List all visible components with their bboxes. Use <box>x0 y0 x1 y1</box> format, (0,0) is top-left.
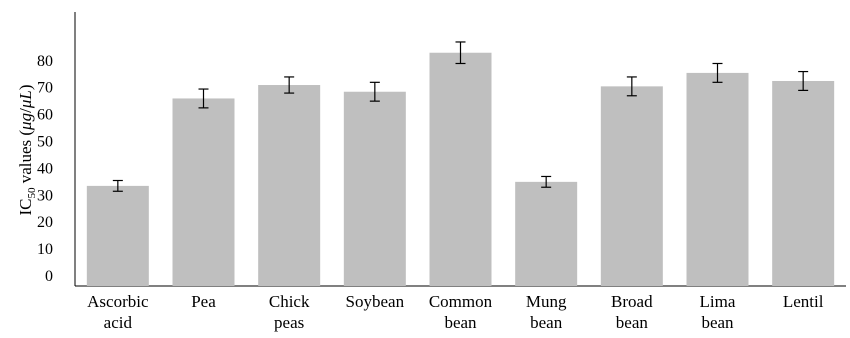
x-tick-label: Soybean <box>346 292 405 311</box>
bar <box>686 72 749 286</box>
bar <box>86 185 149 286</box>
error-bar <box>712 62 723 83</box>
error-bar <box>798 70 809 91</box>
error-bar <box>626 76 637 97</box>
y-axis-title-unit-mass: μg <box>16 113 35 131</box>
y-tick-label: 70 <box>37 80 53 97</box>
y-tick-label: 10 <box>37 241 53 258</box>
y-tick-label: 40 <box>37 160 53 177</box>
y-tick-label: 50 <box>37 134 53 151</box>
bars <box>86 52 835 287</box>
y-tick-label: 80 <box>37 53 53 70</box>
y-tick-label: 60 <box>37 107 53 124</box>
y-tick-label: 20 <box>37 214 53 231</box>
y-axis-title-close: ) <box>16 84 35 90</box>
error-bars <box>112 41 809 192</box>
x-tick-label: Ascorbic acid <box>87 292 149 332</box>
error-bar <box>284 76 295 94</box>
x-tick-label: Chick peas <box>269 292 310 332</box>
x-tick-label: Lima bean <box>700 292 736 332</box>
y-tick-label: 30 <box>37 187 53 204</box>
bar <box>600 86 663 286</box>
error-bar <box>455 41 466 65</box>
error-bar <box>198 88 209 109</box>
x-tick-label: Mung bean <box>526 292 567 332</box>
y-axis-title-unit-volume: μL <box>16 90 35 109</box>
bar <box>772 80 835 286</box>
bar <box>343 91 406 286</box>
x-tick-labels: Ascorbic acid Pea Chick peas Soybean Common bea… <box>87 292 824 332</box>
x-tick-label: Pea <box>191 292 216 311</box>
y-axis-title-text: values ( <box>16 130 35 188</box>
y-axis-title-slash: / <box>16 108 35 113</box>
bar <box>258 85 321 286</box>
x-tick-label: Broad bean <box>611 292 653 332</box>
error-bar <box>541 175 552 188</box>
bar <box>429 52 492 287</box>
error-bar <box>369 81 380 102</box>
bar <box>515 181 578 286</box>
y-axis-title-subscript: 50 <box>26 187 38 199</box>
error-bar <box>112 179 123 192</box>
y-axis-title-ic: IC <box>16 199 35 216</box>
x-tick-label: Lentil <box>783 292 824 311</box>
y-tick-label: 0 <box>45 268 53 285</box>
x-tick-label: Common bean <box>429 292 493 332</box>
y-axis-title: IC50 values (μg/μL) <box>16 84 38 215</box>
y-tick-labels: 0 10 20 30 40 50 60 70 80 <box>37 53 53 285</box>
bar <box>172 98 235 287</box>
